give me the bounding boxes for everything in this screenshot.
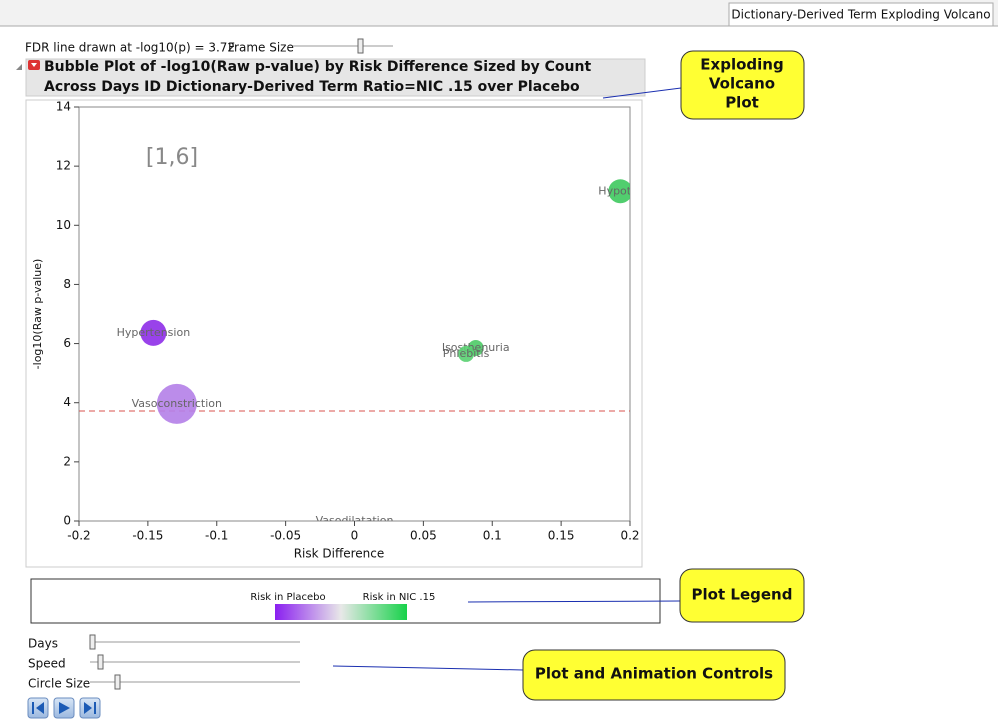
- icon: [84, 702, 96, 714]
- callout-text: Volcano: [709, 75, 775, 93]
- slider-thumb[interactable]: [89, 634, 96, 650]
- y-tick-label: 2: [63, 454, 71, 468]
- bubble[interactable]: [156, 383, 197, 424]
- y-tick-label: 14: [56, 100, 71, 114]
- disclosure[interactable]: [16, 64, 22, 70]
- tab-label[interactable]: Dictionary-Derived Term Exploding Volcan…: [731, 8, 990, 22]
- fdr-label: FDR line drawn at -log10(p) = 3.72: [25, 41, 235, 55]
- control-label: Speed: [28, 657, 66, 671]
- tab[interactable]: [728, 2, 994, 27]
- bubble-label: Hypertension: [117, 326, 191, 339]
- x-tick-label: -0.1: [205, 529, 228, 543]
- callout: [679, 568, 805, 623]
- callout-line: [602, 87, 682, 99]
- x-tick-label: 0: [351, 529, 359, 543]
- y-tick-label: 6: [63, 336, 71, 350]
- slider-thumb[interactable]: [97, 654, 104, 670]
- bubble-label: Phlebitis: [443, 347, 490, 360]
- menu-arrow: [31, 63, 37, 67]
- bubble[interactable]: [140, 319, 167, 346]
- bubble[interactable]: [608, 179, 632, 204]
- plot-area: [78, 106, 631, 522]
- y-tick-label: 0: [63, 514, 71, 528]
- x-tick-label: 0.1: [483, 529, 502, 543]
- x-tick-label: -0.05: [270, 529, 301, 543]
- callout: [522, 649, 786, 701]
- x-tick-label: -0.15: [132, 529, 163, 543]
- x-tick-label: 0.05: [410, 529, 437, 543]
- play-buttons: [27, 697, 101, 719]
- y-tick-label: 8: [63, 277, 71, 291]
- chart-title: Bubble Plot of -log10(Raw p-value) by Ri…: [44, 59, 591, 75]
- chart-subtitle: Across Days ID Dictionary-Derived Term R…: [44, 79, 580, 95]
- y-axis-label: -log10(Raw p-value): [31, 259, 44, 370]
- x-tick-label: 0.15: [548, 529, 575, 543]
- bubble-label: Hypoter: [598, 184, 643, 197]
- slider-thumb[interactable]: [357, 38, 364, 54]
- callout-text: Plot: [725, 94, 759, 112]
- legend-gradient: [275, 604, 407, 620]
- control-label: Days: [28, 637, 58, 651]
- outline-header: [25, 58, 646, 97]
- control-label: Circle Size: [28, 677, 90, 691]
- callout-text: Plot and Animation Controls: [535, 665, 773, 683]
- bubble[interactable]: [458, 345, 475, 362]
- callout: [680, 50, 805, 120]
- x-tick-label: 0.2: [620, 529, 639, 543]
- controls: Days Speed Circle Size: [28, 634, 300, 691]
- bubble-label: Vasoconstriction: [132, 397, 222, 410]
- slider-thumb[interactable]: [114, 674, 121, 690]
- frame-size-label: Frame Size: [228, 41, 294, 55]
- icon: [59, 702, 70, 714]
- frame-annotation: [1,6]: [146, 145, 198, 170]
- icon: [32, 702, 44, 714]
- plot-data: HypoterHypertensionIsosthenuriaPhlebitis…: [79, 179, 643, 527]
- bubble-label: Vasodilatation: [316, 514, 394, 527]
- callout-line: [467, 600, 681, 603]
- callout-text: Plot Legend: [692, 586, 793, 604]
- plot: -0.2 -0.15 -0.1 -0.05 0 0.05 0.1 0.15 0.2 0 2 4 6 8 10…: [56, 100, 643, 543]
- legend-left: Risk in Placebo: [250, 592, 325, 603]
- y-tick-label: 10: [56, 218, 71, 232]
- callout-text: Exploding: [700, 56, 783, 74]
- y-tick-label: 12: [56, 159, 71, 173]
- legend-right: Risk in NIC .15: [363, 592, 436, 603]
- x-axis-label: Risk Difference: [294, 547, 385, 561]
- x-tick-label: -0.2: [67, 529, 90, 543]
- y-tick-label: 4: [63, 395, 71, 409]
- callout-line: [332, 665, 524, 671]
